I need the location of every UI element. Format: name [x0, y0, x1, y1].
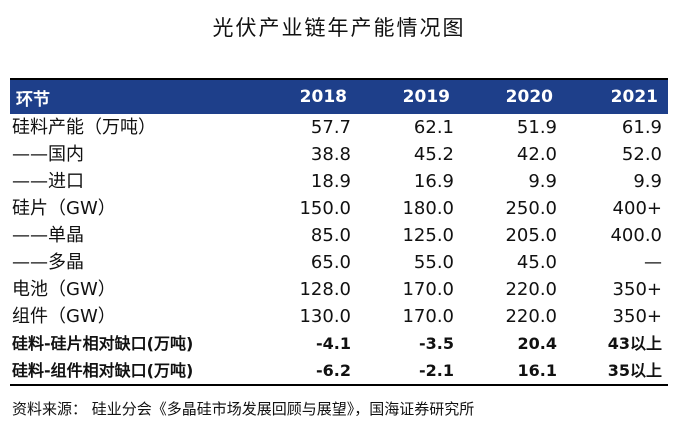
row-label: 硅片（GW）: [12, 198, 116, 219]
table-row: 硅料-硅片相对缺口(万吨) -4.1 -3.5 20.4 43以上: [10, 330, 668, 357]
row-label: ——国内: [12, 144, 84, 165]
cell: 42.0: [516, 144, 557, 165]
cell: 180.0: [402, 198, 454, 219]
cell: 128.0: [299, 279, 351, 300]
cell: 350+: [612, 279, 662, 300]
cell: 125.0: [402, 225, 454, 246]
row-label: ——多晶: [12, 252, 84, 273]
cell: 400.0: [610, 225, 662, 246]
cell: 51.9: [516, 117, 557, 138]
title: 光伏产业链年产能情况图: [212, 16, 466, 40]
cell: 130.0: [299, 306, 351, 327]
table-row: ——单晶 85.0 125.0 205.0 400.0: [10, 222, 668, 249]
column-header: 环节: [10, 78, 262, 114]
row-label: 硅料产能（万吨）: [12, 117, 156, 138]
table-row: 电池（GW） 128.0 170.0 220.0 350+: [10, 276, 668, 303]
table-row: 硅料-组件相对缺口(万吨) -6.2 -2.1 16.1 35以上: [10, 357, 668, 386]
cell: 85.0: [310, 225, 351, 246]
source-note: 资料来源： 硅业分会《多晶硅市场发展回顾与展望》，国海证券研究所: [12, 400, 475, 418]
cell: -3.5: [419, 334, 454, 353]
table-row: ——进口 18.9 16.9 9.9 9.9: [10, 168, 668, 195]
cell: 170.0: [402, 279, 454, 300]
table-row: ——多晶 65.0 55.0 45.0 —: [10, 249, 668, 276]
cell: 250.0: [505, 198, 557, 219]
capacity-table: 环节 2018 2019 2020 2021 硅料产能（万吨） 57.7 62.1 51.9 6…: [10, 78, 668, 386]
row-label: ——进口: [12, 171, 84, 192]
cell: 170.0: [402, 306, 454, 327]
row-label: 硅料-组件相对缺口(万吨): [10, 357, 262, 386]
cell: -6.2: [262, 357, 357, 386]
cell: 18.9: [310, 171, 351, 192]
cell: 9.9: [633, 171, 662, 192]
row-label: ——单晶: [12, 225, 84, 246]
cell: 20.4: [517, 334, 557, 353]
row-label: 硅料-硅片相对缺口(万吨): [12, 334, 194, 353]
cell: 52.0: [621, 144, 662, 165]
cell: 61.9: [621, 117, 662, 138]
cell: 220.0: [505, 279, 557, 300]
cell: 150.0: [299, 198, 351, 219]
cell: 220.0: [505, 306, 557, 327]
cell: 65.0: [310, 252, 351, 273]
cell: 45.2: [413, 144, 454, 165]
column-header: 2018: [262, 78, 357, 114]
table-row: ——国内 38.8 45.2 42.0 52.0: [10, 141, 668, 168]
table-row: 硅片（GW） 150.0 180.0 250.0 400+: [10, 195, 668, 222]
cell: 43以上: [607, 334, 662, 353]
table-row: 组件（GW） 130.0 170.0 220.0 350+: [10, 303, 668, 330]
cell: 35以上: [563, 357, 668, 386]
cell: 57.7: [310, 117, 351, 138]
cell: 350+: [612, 306, 662, 327]
cell: 16.9: [413, 171, 454, 192]
cell: —: [644, 252, 662, 273]
row-label: 组件（GW）: [12, 306, 116, 327]
row-label: 电池（GW）: [12, 279, 116, 300]
column-header: 2020: [460, 78, 563, 114]
table-body: 硅料产能（万吨） 57.7 62.1 51.9 61.9 ——国内 38.8 45.2 42.0…: [10, 114, 668, 386]
header-row: 环节 2018 2019 2020 2021: [10, 78, 668, 114]
cell: 55.0: [413, 252, 454, 273]
cell: 38.8: [310, 144, 351, 165]
column-header: 2019: [357, 78, 460, 114]
table-row: 硅料产能（万吨） 57.7 62.1 51.9 61.9: [10, 114, 668, 141]
cell: -2.1: [357, 357, 460, 386]
cell: 205.0: [505, 225, 557, 246]
column-header: 2021: [563, 78, 668, 114]
cell: 45.0: [516, 252, 557, 273]
cell: 400+: [612, 198, 662, 219]
cell: 9.9: [528, 171, 557, 192]
cell: 16.1: [460, 357, 563, 386]
cell: 62.1: [413, 117, 454, 138]
cell: -4.1: [316, 334, 351, 353]
